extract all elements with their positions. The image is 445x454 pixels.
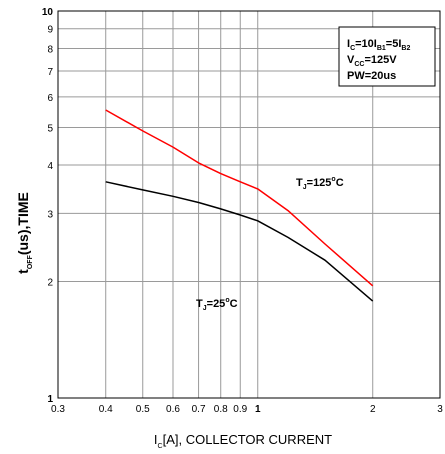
x-tick-label-1: 1 <box>255 404 261 415</box>
condition-vcc: VCC=125V <box>347 54 397 68</box>
test-conditions-box: IC=10IB1=5IB2 VCC=125V PW=20us <box>338 26 436 87</box>
x-tick-label-3: 3 <box>437 404 443 415</box>
x-tick-label-0.8: 0.8 <box>214 404 228 415</box>
y-tick-label-7: 7 <box>47 67 53 78</box>
x-tick-label-0.6: 0.6 <box>166 404 180 415</box>
series-line-0 <box>105 109 374 287</box>
series-lines <box>105 109 374 302</box>
y-tick-label-5: 5 <box>47 123 53 134</box>
x-axis-label: IC[A], COLLECTOR CURRENT <box>154 432 332 450</box>
x-tick-labels: 0.3 0.4 0.5 0.6 0.7 0.8 0.9 1 2 3 <box>51 404 443 415</box>
x-tick-label-0.7: 0.7 <box>192 404 206 415</box>
y-tick-labels: 1 2 3 4 5 6 7 8 9 10 <box>42 7 54 405</box>
x-tick-label-0.4: 0.4 <box>99 404 113 415</box>
y-tick-label-6: 6 <box>47 93 53 104</box>
series-label-tj-25: TJ=25oC <box>196 297 238 312</box>
series-line-1 <box>105 181 374 302</box>
y-tick-label-4: 4 <box>47 161 53 172</box>
y-tick-label-2: 2 <box>47 278 53 289</box>
series-label-tj-125: TJ=125oC <box>296 176 344 191</box>
plot-frame <box>57 10 441 399</box>
condition-current: IC=10IB1=5IB2 <box>347 38 410 52</box>
y-tick-label-9: 9 <box>47 25 53 36</box>
x-tick-label-0.3: 0.3 <box>51 404 65 415</box>
x-tick-label-0.9: 0.9 <box>233 404 247 415</box>
y-tick-label-8: 8 <box>47 45 53 56</box>
x-tick-label-2: 2 <box>370 404 376 415</box>
y-tick-label-10: 10 <box>42 7 54 18</box>
y-tick-label-3: 3 <box>47 209 53 220</box>
y-axis-label: tOFF(us),TIME <box>15 192 34 274</box>
y-tick-label-1: 1 <box>47 394 53 405</box>
x-tick-label-0.5: 0.5 <box>136 404 150 415</box>
condition-pulse-width: PW=20us <box>347 70 396 82</box>
